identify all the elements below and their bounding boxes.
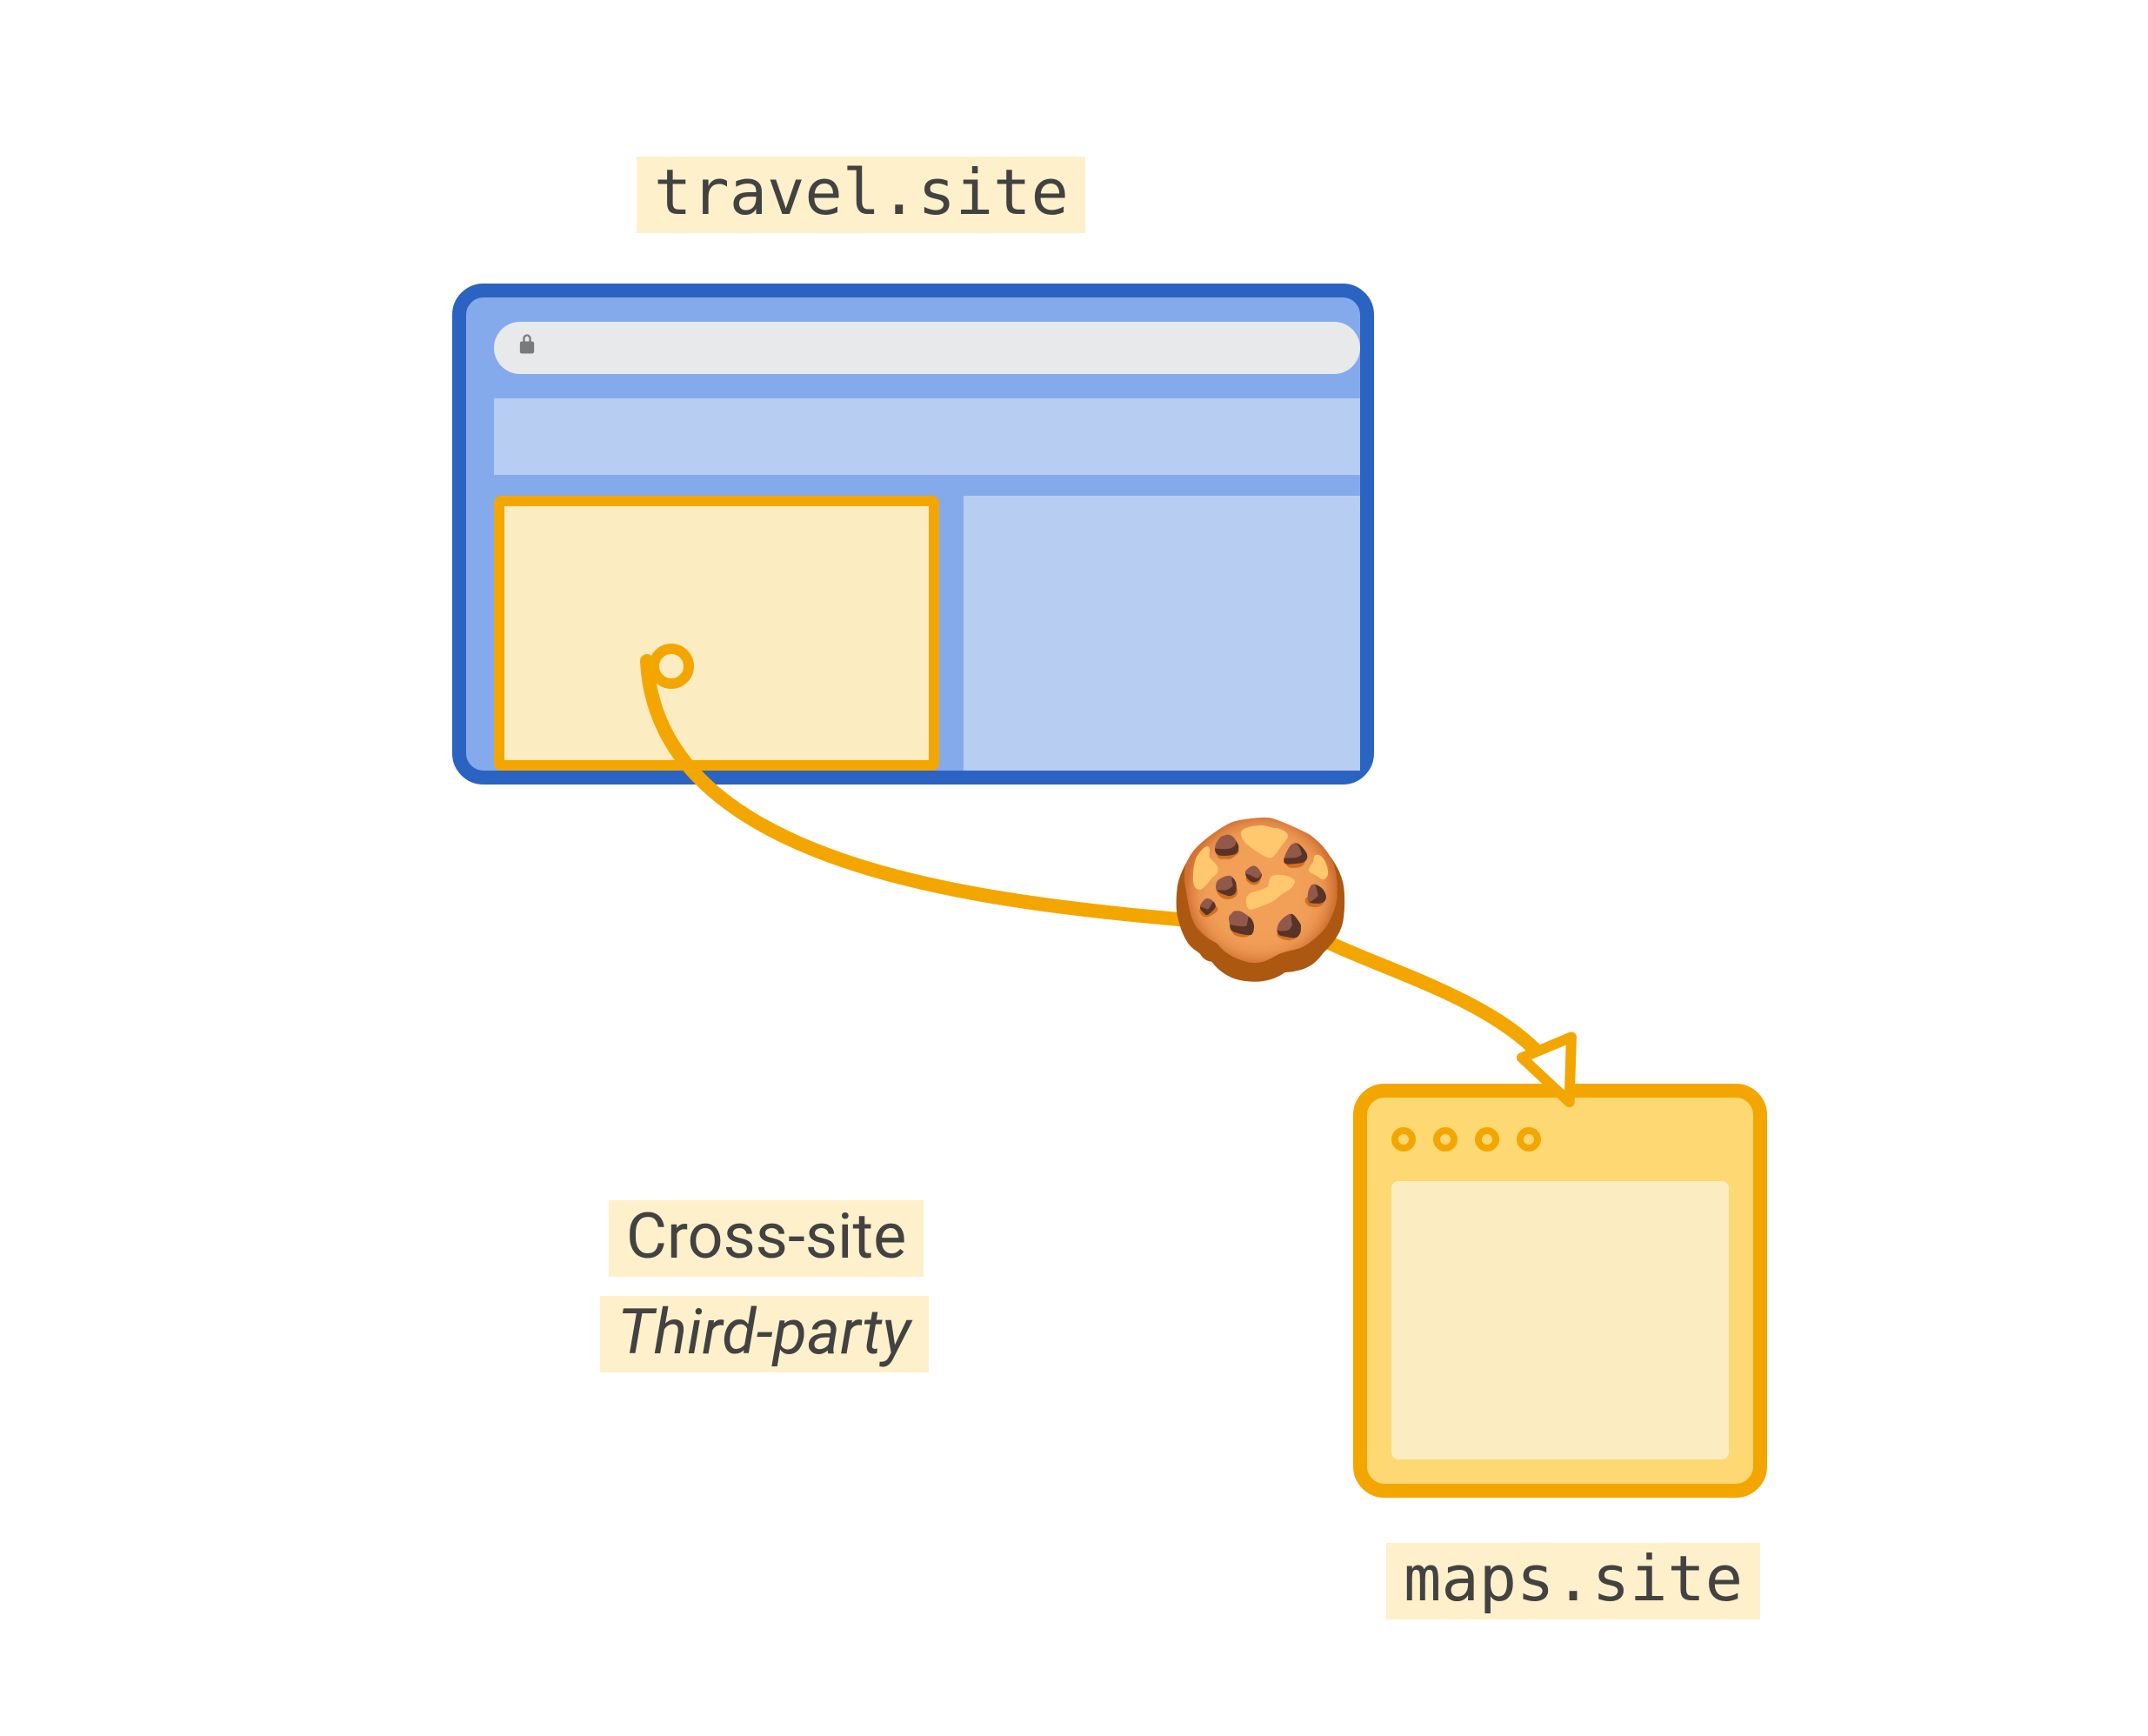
browser-right-panel xyxy=(964,496,1360,771)
top-site-label: travel.site xyxy=(637,157,1086,232)
target-window-dot xyxy=(1391,1127,1416,1152)
target-window-header xyxy=(1367,1098,1753,1181)
lock-icon xyxy=(515,331,539,364)
caption-third-party: Third-party xyxy=(600,1296,928,1372)
embedded-frame xyxy=(494,496,939,771)
target-window-dot xyxy=(1475,1127,1499,1152)
arrow-svg xyxy=(0,0,2148,1736)
target-window-dot xyxy=(1517,1127,1541,1152)
browser-banner-panel xyxy=(494,398,1360,475)
caption-cross-site: Cross-site xyxy=(609,1200,924,1276)
arrow-origin-dot xyxy=(649,644,694,689)
target-window-body xyxy=(1391,1181,1729,1459)
target-window-dot xyxy=(1433,1127,1458,1152)
browser-window xyxy=(452,284,1374,785)
browser-url-bar xyxy=(494,322,1360,374)
target-window xyxy=(1353,1084,1767,1498)
cookie-icon: 🍪 xyxy=(1165,826,1356,979)
diagram-canvas: 🍪 travel.site maps.site Cross-site Third… xyxy=(0,0,2148,1736)
bottom-site-label: maps.site xyxy=(1386,1543,1760,1619)
